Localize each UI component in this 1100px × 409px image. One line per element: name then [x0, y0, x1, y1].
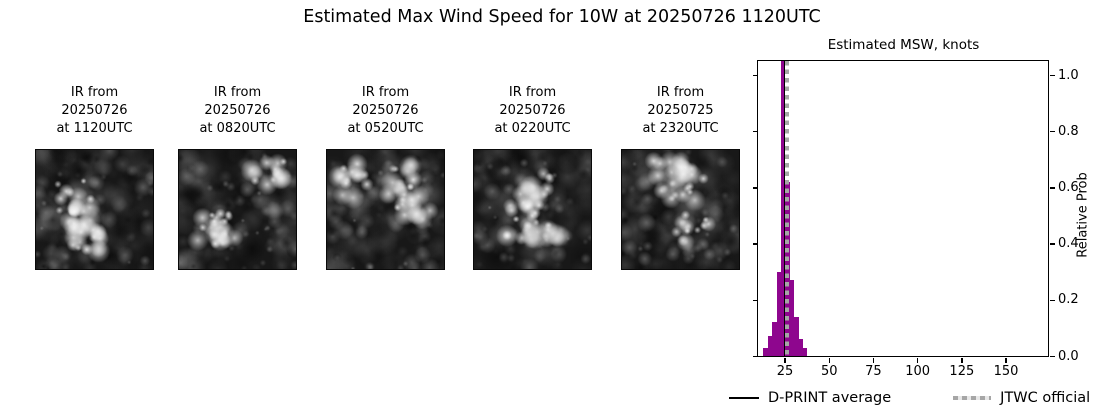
ir-panel: IR from 20250726 at 1120UTC [35, 84, 154, 270]
ir-panel-label-line: 20250726 [352, 103, 419, 118]
ir-panel: IR from 20250726 at 0820UTC [178, 84, 297, 270]
histogram-bar [798, 339, 804, 356]
legend-label-jtwc: JTWC official [1000, 390, 1091, 406]
jtwc-official-line [785, 61, 789, 356]
histogram-bar [803, 347, 808, 356]
ir-panel-label-line: IR from [213, 85, 262, 100]
ir-panel-label-line: 20250726 [61, 103, 128, 118]
ir-panel-label-line: IR from [70, 85, 119, 100]
y-tick-left [752, 74, 757, 77]
x-tick-label: 50 [820, 364, 838, 379]
histogram-bar [780, 61, 786, 356]
histogram-bar [767, 336, 773, 356]
y-tick-label-right: 0.2 [1058, 292, 1079, 308]
x-tick [784, 358, 786, 363]
x-tick-label: 25 [776, 364, 794, 379]
histogram-bar [789, 280, 795, 356]
ir-panel-label: IR from 20250726 at 0220UTC [473, 84, 592, 138]
ir-panel-label: IR from 20250725 at 2320UTC [621, 84, 740, 138]
ir-panel-label-line: at 0820UTC [199, 121, 276, 136]
y-tick-left [752, 131, 757, 133]
x-tick [872, 358, 875, 363]
y-tick-left [752, 299, 757, 301]
y-tick-right [1050, 299, 1055, 301]
ir-panel-label-line: at 1120UTC [56, 121, 133, 136]
figure-title: Estimated Max Wind Speed for 10W at 2025… [303, 7, 821, 27]
y-tick-right [1050, 187, 1055, 189]
ir-panel: IR from 20250726 at 0220UTC [473, 84, 592, 270]
plot-area [757, 60, 1049, 357]
legend-dotted-line-sample [953, 396, 992, 400]
ir-panel-label-line: at 0520UTC [347, 121, 424, 136]
ir-panel: IR from 20250725 at 2320UTC [621, 84, 740, 270]
ir-panel-label-line: IR from [656, 85, 705, 100]
x-tick [916, 358, 919, 363]
histogram-bar [776, 271, 781, 356]
x-tick-label: 100 [905, 364, 931, 379]
legend-solid-line-sample [729, 397, 759, 399]
x-tick [1005, 358, 1007, 363]
x-tick [828, 358, 830, 363]
ir-panel-label: IR from 20250726 at 0520UTC [326, 84, 445, 138]
y-tick-label-right: 0.6 [1058, 179, 1079, 195]
x-tick-label: 75 [865, 364, 882, 379]
ir-panel-label-line: 20250726 [499, 103, 566, 118]
ir-panel-label-line: IR from [361, 85, 410, 100]
ir-panel-label-line: IR from [508, 85, 557, 100]
y-tick-label-right: 0.8 [1058, 123, 1079, 139]
histogram-bar [794, 316, 799, 356]
y-tick-label-right: 0.0 [1058, 348, 1079, 364]
ir-panel-label: IR from 20250726 at 1120UTC [35, 84, 154, 138]
ir-panel: IR from 20250726 at 0520UTC [326, 84, 445, 270]
ir-image-canvas [178, 149, 297, 270]
legend-label-dprint: D-PRINT average [768, 390, 892, 406]
ir-image-canvas [621, 149, 740, 270]
x-tick [961, 358, 963, 363]
ir-panel-label-line: at 0220UTC [494, 121, 571, 136]
y-tick-right [1050, 243, 1055, 245]
ir-panel-label: IR from 20250726 at 0820UTC [178, 84, 297, 138]
x-tick-label: 125 [949, 364, 975, 379]
ir-image-canvas [326, 149, 445, 270]
right-axis-label: Relative Prob [1075, 172, 1091, 258]
y-tick-left [752, 355, 757, 358]
ir-panel-label-line: 20250725 [647, 103, 714, 118]
dprint-average-line [783, 61, 786, 356]
histogram-bar [763, 347, 768, 356]
y-tick-label-right: 0.4 [1058, 236, 1079, 252]
histogram-bar [772, 322, 777, 356]
ir-panel-label-line: 20250726 [204, 103, 271, 118]
y-tick-left [752, 187, 757, 189]
ir-image-canvas [473, 149, 592, 270]
ir-panel-label-line: at 2320UTC [642, 121, 719, 136]
y-tick-right [1050, 74, 1055, 77]
y-tick-label-right: 1.0 [1058, 67, 1079, 83]
y-tick-right [1050, 355, 1055, 358]
y-tick-right [1050, 131, 1055, 133]
ir-image-canvas [35, 149, 154, 270]
y-tick-left [752, 243, 757, 245]
legend: D-PRINT average JTWC official [729, 389, 1090, 407]
x-tick-label: 150 [993, 364, 1019, 379]
chart-title: Estimated MSW, knots [827, 37, 980, 53]
